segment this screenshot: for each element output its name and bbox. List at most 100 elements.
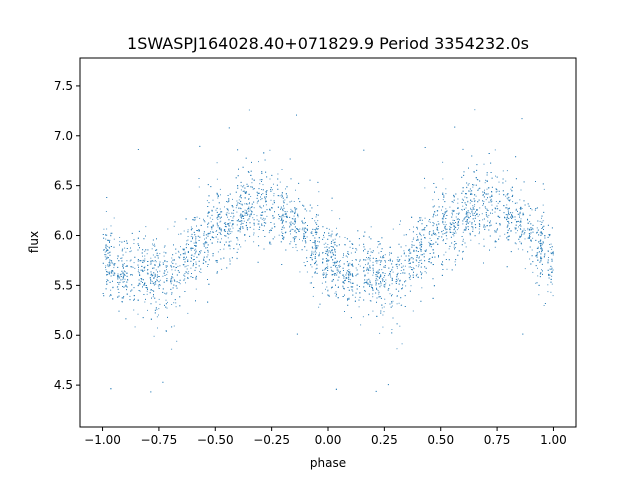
data-point	[359, 286, 360, 287]
data-point	[515, 208, 517, 210]
data-point	[313, 253, 315, 255]
data-point	[483, 226, 485, 228]
data-point	[520, 225, 522, 227]
data-point	[227, 233, 228, 235]
data-point	[190, 235, 192, 237]
data-point	[306, 261, 308, 262]
data-point	[443, 215, 445, 217]
data-point	[239, 244, 240, 246]
data-point	[331, 250, 333, 252]
data-point	[153, 335, 155, 337]
data-point	[110, 262, 112, 264]
data-point	[381, 269, 383, 271]
data-point	[118, 292, 120, 293]
data-point	[367, 283, 369, 285]
data-point	[218, 202, 220, 204]
data-point	[166, 274, 168, 276]
data-point	[347, 298, 349, 300]
data-point	[435, 241, 437, 243]
data-point	[138, 290, 140, 291]
data-point	[217, 197, 219, 199]
data-point	[328, 247, 330, 249]
data-point	[420, 238, 422, 240]
data-point	[187, 273, 189, 275]
data-point	[159, 263, 160, 265]
data-point	[228, 127, 230, 129]
data-point	[291, 218, 293, 220]
data-point	[226, 214, 228, 216]
data-point	[415, 265, 417, 267]
data-point	[507, 198, 509, 200]
data-point	[449, 245, 451, 247]
data-point	[515, 209, 517, 211]
data-point	[398, 283, 400, 285]
data-point	[442, 233, 444, 235]
data-point	[117, 273, 119, 275]
data-point	[322, 252, 324, 254]
data-point	[293, 224, 295, 225]
data-point	[280, 241, 282, 243]
data-point	[217, 238, 219, 240]
data-point	[157, 266, 159, 268]
data-point	[413, 267, 414, 269]
data-point	[536, 254, 538, 256]
data-point	[540, 242, 542, 244]
data-point	[428, 220, 430, 222]
data-point	[380, 256, 381, 258]
data-point	[167, 228, 169, 230]
data-point	[377, 279, 379, 281]
data-point	[124, 247, 126, 249]
data-point	[405, 245, 407, 247]
data-point	[542, 226, 544, 228]
data-point	[381, 248, 383, 250]
data-point	[281, 222, 283, 224]
data-point	[532, 271, 534, 273]
data-point	[469, 213, 471, 215]
data-point	[419, 217, 421, 219]
data-point	[510, 188, 512, 190]
data-point	[108, 239, 110, 241]
data-point	[507, 210, 509, 212]
data-point	[332, 239, 334, 241]
data-point	[342, 267, 344, 269]
data-point	[549, 268, 551, 270]
data-point	[290, 229, 292, 231]
data-point	[315, 245, 317, 246]
data-point	[235, 207, 237, 209]
data-point	[402, 287, 403, 289]
data-point	[219, 217, 221, 219]
data-point	[231, 257, 233, 259]
data-point	[391, 283, 393, 285]
data-point	[321, 282, 323, 284]
data-point	[194, 269, 196, 271]
data-point	[107, 252, 109, 254]
data-point	[415, 259, 417, 261]
data-point	[119, 277, 121, 279]
data-point	[237, 237, 238, 239]
data-point	[508, 235, 510, 237]
data-point	[385, 261, 386, 263]
data-point	[451, 269, 453, 271]
data-point	[369, 284, 371, 285]
data-point	[474, 200, 476, 202]
data-point	[446, 231, 448, 233]
data-point	[184, 258, 186, 260]
data-point	[421, 223, 423, 225]
data-point	[150, 289, 152, 291]
data-point	[404, 272, 406, 274]
data-point	[486, 209, 488, 211]
data-point	[330, 269, 332, 271]
data-point	[142, 286, 143, 288]
data-point	[249, 226, 251, 228]
data-point	[273, 200, 275, 202]
data-point	[420, 300, 422, 302]
data-point	[262, 184, 264, 186]
data-point	[490, 201, 492, 203]
data-point	[225, 224, 227, 225]
data-point	[208, 233, 210, 235]
data-point	[479, 207, 481, 209]
data-point	[204, 238, 205, 240]
data-point	[170, 278, 172, 280]
data-point	[147, 269, 148, 271]
